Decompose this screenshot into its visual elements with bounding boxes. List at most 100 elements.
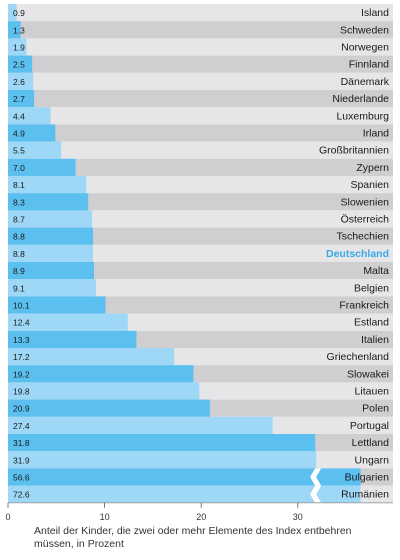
row-background <box>8 176 393 194</box>
category-label: Portugal <box>350 420 389 432</box>
bar <box>8 227 94 245</box>
axis-caption: Anteil der Kinder, die zwei oder mehr El… <box>34 525 352 550</box>
value-label: 10.1 <box>13 301 30 311</box>
bar <box>8 141 62 159</box>
category-label: Niederlande <box>332 93 389 105</box>
category-label: Belgien <box>354 282 389 294</box>
value-label: 1.3 <box>13 25 25 35</box>
value-label: 20.9 <box>13 404 30 414</box>
category-label: Lettland <box>352 437 390 449</box>
category-label: Zypern <box>356 162 389 174</box>
x-tick-label: 10 <box>100 512 110 522</box>
row-background <box>8 279 393 297</box>
bar <box>8 21 21 39</box>
value-label: 56.6 <box>13 473 30 483</box>
value-label: 5.5 <box>13 146 25 156</box>
bar <box>8 416 273 434</box>
bar <box>8 193 89 211</box>
category-label: Rumänien <box>341 489 389 501</box>
category-label: Griechenland <box>327 351 390 363</box>
bar <box>8 451 317 469</box>
bar <box>8 382 200 400</box>
category-label: Italien <box>361 334 389 346</box>
category-label: Frankreich <box>339 300 389 312</box>
x-tick-label: 0 <box>5 512 10 522</box>
value-label: 31.9 <box>13 455 30 465</box>
category-label: Irland <box>363 128 389 140</box>
category-label: Malta <box>363 265 389 277</box>
value-label: 17.2 <box>13 352 30 362</box>
bar <box>8 468 361 486</box>
bar <box>8 210 93 228</box>
category-label: Luxemburg <box>336 110 389 122</box>
value-label: 8.8 <box>13 232 25 242</box>
value-label: 72.6 <box>13 490 30 500</box>
row-background <box>8 141 393 159</box>
bar <box>8 313 128 331</box>
row-background <box>8 124 393 142</box>
category-label: Litauen <box>355 386 390 398</box>
value-label: 19.2 <box>13 369 30 379</box>
category-label: Bulgarien <box>345 472 390 484</box>
category-label: Dänemark <box>341 76 390 88</box>
value-label: 8.3 <box>13 197 25 207</box>
bar <box>8 90 35 108</box>
category-label: Norwegen <box>341 42 389 54</box>
bar <box>8 55 33 73</box>
value-label: 0.9 <box>13 8 25 18</box>
category-label: Estland <box>354 317 389 329</box>
bar <box>8 434 316 452</box>
row-background <box>8 107 393 125</box>
category-label: Großbritannien <box>319 145 389 157</box>
row-background <box>8 210 393 228</box>
row-background <box>8 227 393 245</box>
row-background <box>8 158 393 176</box>
row-background <box>8 90 393 108</box>
category-label: Schweden <box>340 24 389 36</box>
category-label: Island <box>361 7 389 19</box>
row-background <box>8 244 393 262</box>
bar <box>8 107 51 125</box>
bar <box>8 4 17 22</box>
bar <box>8 365 194 383</box>
bar <box>8 279 96 297</box>
value-label: 8.9 <box>13 266 25 276</box>
row-background <box>8 38 393 56</box>
bar <box>8 296 106 314</box>
axis-break-marker <box>310 485 322 503</box>
value-label: 27.4 <box>13 421 30 431</box>
value-label: 8.8 <box>13 249 25 259</box>
value-label: 7.0 <box>13 163 25 173</box>
row-background <box>8 21 393 39</box>
value-label: 1.9 <box>13 43 25 53</box>
category-label: Tschechien <box>336 231 389 243</box>
value-label: 4.4 <box>13 111 25 121</box>
bar <box>8 158 76 176</box>
bar <box>8 348 175 366</box>
bar <box>8 176 87 194</box>
value-label: 9.1 <box>13 283 25 293</box>
value-label: 2.5 <box>13 60 25 70</box>
value-label: 4.9 <box>13 129 25 139</box>
value-label: 13.3 <box>13 335 30 345</box>
category-label: Ungarn <box>355 454 390 466</box>
bar <box>8 262 94 280</box>
row-background <box>8 262 393 280</box>
category-label: Polen <box>362 403 389 415</box>
bar <box>8 72 34 90</box>
axis-break-marker <box>310 468 322 486</box>
row-background <box>8 55 393 73</box>
category-label: Finnland <box>349 59 389 71</box>
value-label: 8.7 <box>13 215 25 225</box>
category-label: Spanien <box>350 179 389 191</box>
value-label: 12.4 <box>13 318 30 328</box>
category-label: Slowakei <box>347 368 389 380</box>
category-label: Österreich <box>341 214 390 226</box>
bar <box>8 124 56 142</box>
value-label: 2.6 <box>13 77 25 87</box>
bar <box>8 399 210 417</box>
value-label: 8.1 <box>13 180 25 190</box>
bar <box>8 244 94 262</box>
value-label: 19.8 <box>13 387 30 397</box>
